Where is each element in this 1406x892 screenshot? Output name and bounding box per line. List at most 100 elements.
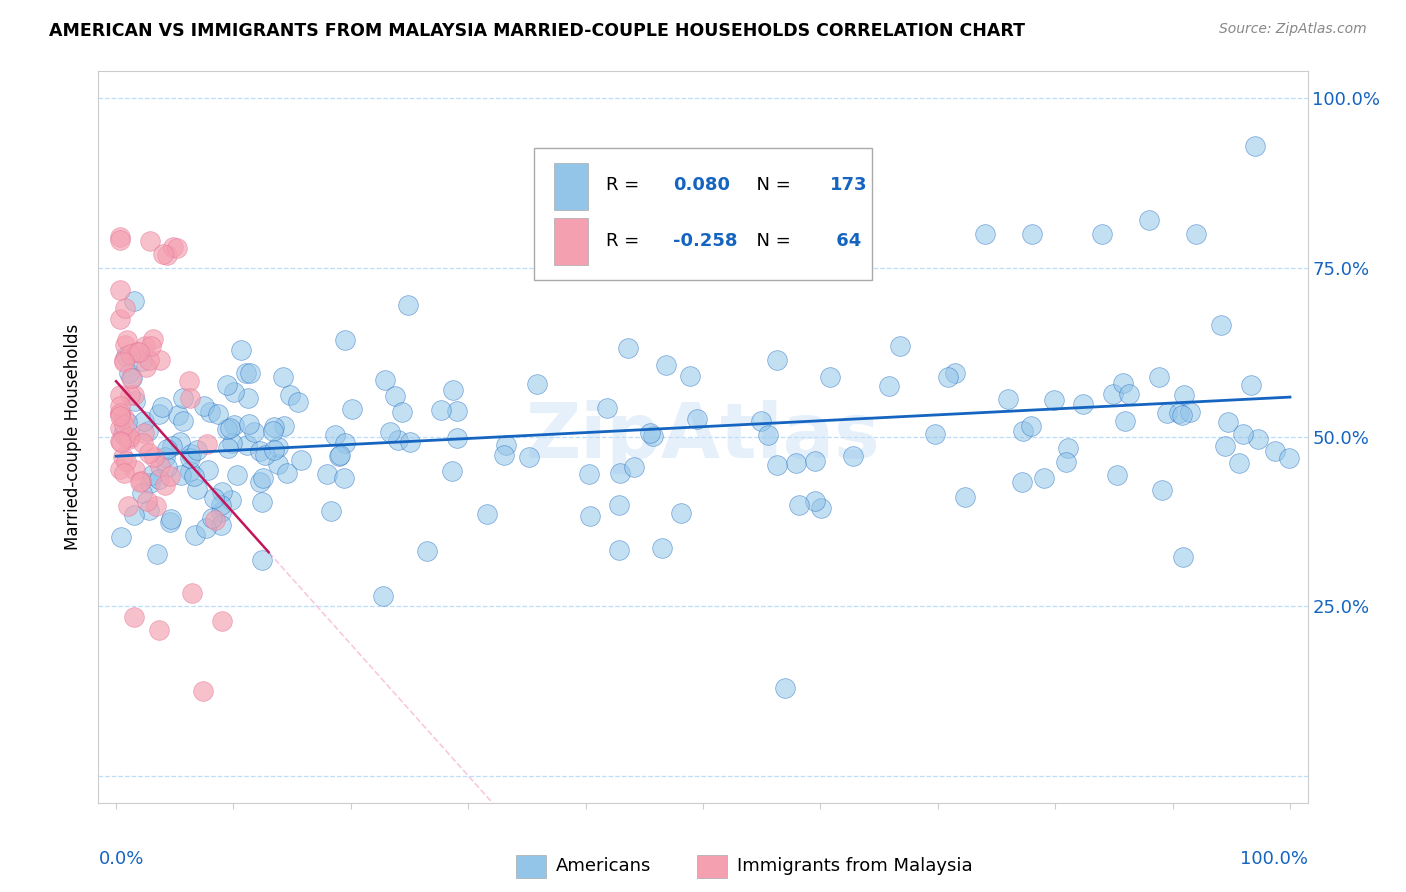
Point bbox=[207, 407, 229, 421]
Point bbox=[492, 448, 515, 462]
Point bbox=[1243, 139, 1265, 153]
Point bbox=[766, 458, 789, 472]
Point bbox=[108, 420, 131, 434]
Point bbox=[117, 333, 139, 347]
Point bbox=[159, 469, 181, 483]
Point bbox=[142, 450, 165, 465]
Point bbox=[236, 438, 259, 452]
Text: 173: 173 bbox=[830, 176, 868, 194]
Point bbox=[1185, 227, 1208, 241]
Point bbox=[186, 482, 208, 496]
Text: R =: R = bbox=[606, 232, 645, 250]
Point bbox=[1054, 455, 1077, 469]
Point bbox=[156, 248, 179, 262]
Point bbox=[669, 506, 692, 520]
Point bbox=[1152, 483, 1174, 497]
Point bbox=[328, 450, 350, 464]
Point bbox=[209, 505, 232, 519]
Text: Immigrants from Malaysia: Immigrants from Malaysia bbox=[737, 857, 973, 875]
Point bbox=[333, 436, 356, 450]
Point bbox=[108, 388, 131, 402]
Point bbox=[832, 200, 855, 214]
Text: ZipAtlas: ZipAtlas bbox=[526, 401, 880, 474]
Point bbox=[238, 417, 260, 431]
Point bbox=[112, 411, 135, 425]
Point bbox=[167, 408, 190, 422]
Point bbox=[209, 517, 232, 532]
Point bbox=[112, 467, 135, 481]
Point bbox=[112, 450, 135, 464]
Point bbox=[115, 431, 138, 445]
Point bbox=[115, 350, 138, 364]
Point bbox=[128, 345, 150, 359]
Point bbox=[148, 623, 170, 637]
Point bbox=[396, 298, 419, 312]
Point bbox=[117, 366, 139, 380]
Point bbox=[1112, 376, 1135, 391]
Point bbox=[155, 477, 177, 491]
Point bbox=[262, 424, 284, 438]
Point bbox=[135, 359, 157, 374]
Point bbox=[804, 454, 827, 468]
Point bbox=[136, 494, 159, 508]
Point bbox=[150, 400, 173, 414]
Point bbox=[118, 347, 141, 361]
Point bbox=[145, 499, 167, 513]
Point bbox=[238, 392, 260, 406]
Point bbox=[221, 436, 243, 450]
Point bbox=[129, 474, 152, 488]
Point bbox=[146, 547, 169, 561]
Point bbox=[108, 461, 131, 475]
Point bbox=[235, 366, 257, 380]
Point bbox=[446, 431, 468, 445]
Point bbox=[1178, 405, 1201, 419]
Point bbox=[193, 399, 215, 413]
Point bbox=[170, 468, 193, 483]
Point bbox=[139, 476, 162, 491]
Point bbox=[183, 469, 205, 483]
Point bbox=[250, 495, 273, 509]
Point bbox=[1073, 397, 1095, 411]
Point bbox=[679, 368, 702, 383]
Point bbox=[134, 414, 156, 428]
Point bbox=[108, 434, 131, 449]
Point bbox=[441, 384, 464, 398]
Point bbox=[607, 498, 630, 512]
Point bbox=[1173, 388, 1195, 402]
Point bbox=[263, 442, 285, 457]
Point bbox=[378, 425, 401, 440]
Point bbox=[756, 428, 779, 442]
Point bbox=[148, 472, 170, 486]
Point bbox=[578, 467, 600, 481]
Point bbox=[200, 405, 222, 419]
Point bbox=[181, 586, 204, 600]
Point bbox=[1209, 318, 1232, 332]
Point bbox=[1171, 408, 1194, 422]
Point bbox=[1173, 549, 1195, 564]
Text: -0.258: -0.258 bbox=[672, 232, 737, 250]
Point bbox=[440, 464, 463, 478]
Point bbox=[125, 345, 148, 359]
Point bbox=[139, 234, 162, 248]
Point bbox=[184, 528, 207, 542]
Point bbox=[215, 377, 238, 392]
Point bbox=[108, 409, 131, 424]
Point bbox=[159, 515, 181, 529]
Point bbox=[685, 412, 707, 426]
Y-axis label: Married-couple Households: Married-couple Households bbox=[65, 324, 83, 550]
Point bbox=[766, 353, 789, 368]
Point bbox=[1102, 386, 1125, 401]
Point bbox=[249, 443, 271, 458]
Point bbox=[112, 353, 135, 368]
Point bbox=[789, 498, 811, 512]
Point bbox=[415, 543, 437, 558]
Point bbox=[118, 388, 141, 402]
Point bbox=[204, 513, 226, 527]
Point bbox=[211, 485, 233, 500]
Point bbox=[936, 370, 959, 384]
Point bbox=[219, 492, 242, 507]
Point bbox=[803, 494, 825, 508]
Point bbox=[156, 460, 179, 475]
FancyBboxPatch shape bbox=[516, 855, 546, 878]
Point bbox=[138, 446, 160, 460]
